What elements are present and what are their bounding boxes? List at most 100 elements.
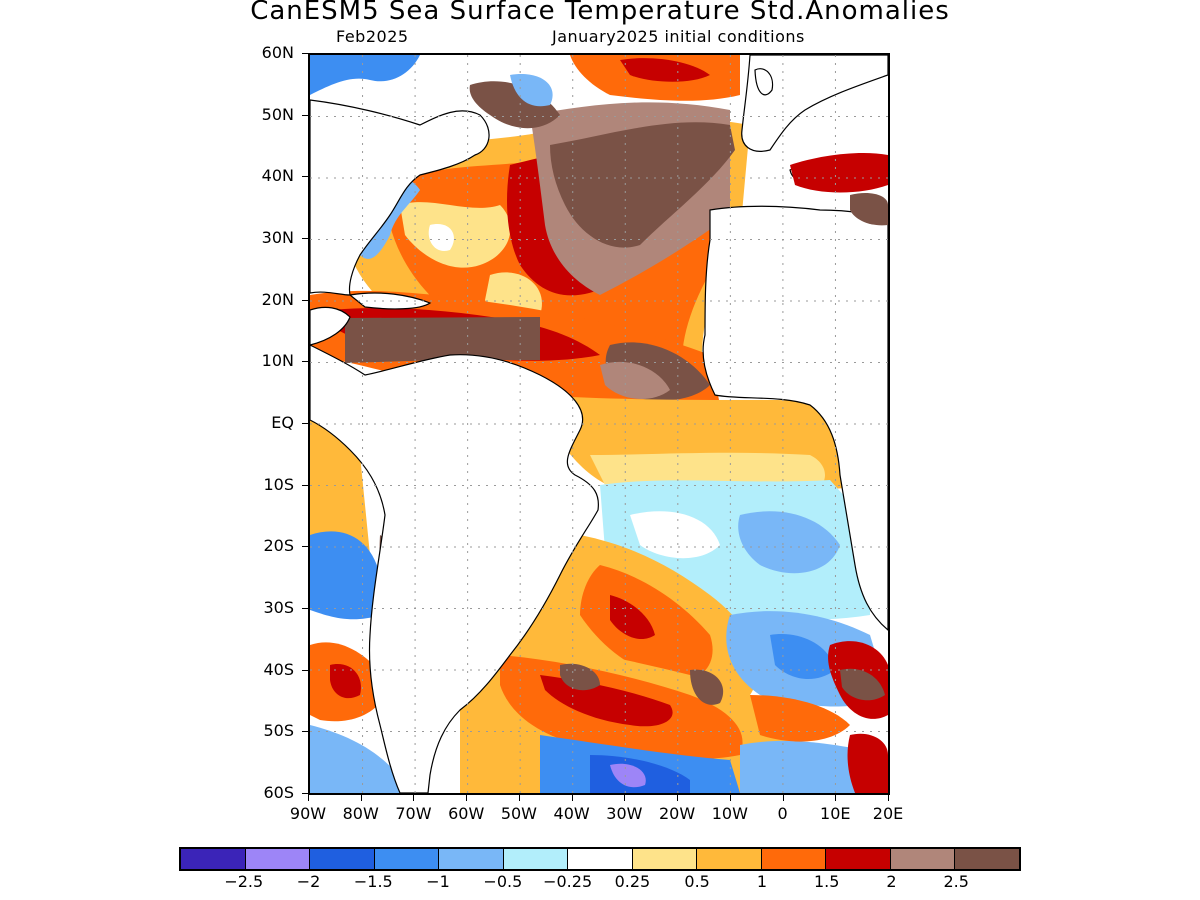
latitude-tick — [302, 608, 308, 609]
anomaly-field — [310, 725, 410, 793]
anomaly-field — [400, 202, 511, 268]
longitude-tick — [835, 795, 836, 801]
anomaly-field — [610, 595, 655, 640]
colorbar-label: −0.25 — [543, 872, 593, 891]
anomaly-field — [847, 733, 888, 793]
latitude-tick — [302, 423, 308, 424]
map-title: CanESM5 Sea Surface Temperature Std.Anom… — [250, 0, 950, 26]
anomaly-field — [330, 664, 361, 699]
longitude-label: 70W — [395, 804, 432, 823]
latitude-tick — [302, 361, 308, 362]
colorbar-label: −0.5 — [483, 872, 523, 891]
colorbar-swatch — [568, 849, 633, 869]
latitude-label: 60S — [263, 783, 294, 802]
latitude-label: 20S — [263, 536, 294, 556]
latitude-label: 40N — [261, 166, 294, 186]
colorbar-swatch — [310, 849, 375, 869]
longitude-label: 60W — [448, 804, 485, 823]
longitude-label: 90W — [289, 804, 327, 823]
graticule — [310, 55, 888, 793]
anomaly-field — [620, 58, 710, 82]
colorbar-swatch — [890, 849, 956, 869]
anomaly-field — [510, 74, 553, 107]
anomaly-field — [840, 668, 885, 701]
anomaly-map — [308, 53, 890, 795]
colorbar-label: −2 — [296, 872, 321, 891]
anomaly-field — [428, 224, 454, 251]
latitude-tick — [302, 238, 308, 239]
longitude-tick — [677, 795, 678, 801]
anomaly-field — [690, 669, 724, 705]
latitude-tick — [302, 53, 308, 54]
latitude-label: 20N — [261, 289, 294, 309]
anomaly-field — [345, 317, 540, 363]
colorbar-label: −1 — [426, 872, 450, 891]
colorbar-swatch — [761, 849, 827, 869]
latitude-tick — [302, 485, 308, 486]
anomaly-field — [610, 763, 646, 788]
anomaly-field — [750, 695, 850, 742]
longitude-label: 20E — [872, 804, 904, 823]
latitude-tick — [302, 300, 308, 301]
colorbar-label: 2.5 — [943, 872, 969, 891]
latitude-label: 40S — [263, 659, 294, 679]
colorbar-swatch — [826, 849, 891, 869]
latitude-label: 10S — [263, 474, 294, 494]
latitude-label: 10N — [261, 351, 294, 371]
anomaly-field — [310, 55, 420, 95]
colorbar-label: −2.5 — [224, 872, 264, 891]
latitude-label: 60N — [261, 43, 294, 62]
anomaly-field — [469, 81, 560, 129]
colorbar-swatch — [697, 849, 762, 869]
anomaly-field — [630, 511, 720, 559]
longitude-tick — [572, 795, 573, 801]
longitude-label: 80W — [342, 804, 379, 823]
anomaly-field — [770, 634, 835, 680]
latitude-label: 50N — [261, 104, 294, 124]
longitude-tick — [783, 795, 784, 801]
anomaly-field — [600, 361, 670, 400]
longitude-tick — [413, 795, 414, 801]
colorbar-label: −1.5 — [353, 872, 393, 891]
colorbar-label: 0.5 — [684, 872, 710, 891]
longitude-tick — [624, 795, 625, 801]
longitude-label: 10E — [820, 804, 851, 823]
latitude-tick — [302, 546, 308, 547]
latitude-tick — [302, 115, 308, 116]
colorbar-label: 1.5 — [813, 872, 840, 891]
colorbar-label: 2 — [886, 872, 897, 891]
latitude-tick — [302, 670, 308, 671]
colorbar-label: 0.25 — [614, 872, 651, 891]
initial-conditions-label: January2025 initial conditions — [552, 27, 805, 46]
anomaly-field — [738, 511, 840, 574]
longitude-tick — [730, 795, 731, 801]
anomaly-field — [790, 153, 888, 193]
longitude-tick — [308, 795, 309, 801]
forecast-month-label: Feb2025 — [336, 27, 409, 46]
colorbar-swatch — [439, 849, 504, 869]
anomaly-map-canvas — [310, 55, 888, 793]
longitude-tick — [888, 795, 889, 801]
latitude-label: 30N — [261, 228, 294, 247]
latitude-tick — [302, 731, 308, 732]
colorbar — [179, 847, 1021, 871]
colorbar-swatch — [955, 849, 1019, 869]
latitude-label: EQ — [271, 413, 294, 432]
latitude-tick — [302, 176, 308, 177]
latitude-tick — [302, 793, 308, 794]
longitude-tick — [466, 795, 467, 801]
colorbar-swatch — [374, 849, 440, 869]
anomaly-field — [850, 193, 888, 226]
longitude-label: 20W — [658, 804, 696, 823]
longitude-label: 0 — [777, 804, 788, 823]
land — [310, 55, 888, 793]
colorbar-swatch — [632, 849, 698, 869]
longitude-label: 50W — [500, 804, 537, 823]
colorbar-swatch — [245, 849, 311, 869]
colorbar-swatch — [503, 849, 569, 869]
colorbar-label: 1 — [756, 872, 768, 891]
latitude-label: 50S — [263, 721, 294, 741]
colorbar-swatch — [181, 849, 246, 869]
longitude-label: 10W — [711, 804, 748, 823]
latitude-label: 30S — [263, 598, 294, 617]
